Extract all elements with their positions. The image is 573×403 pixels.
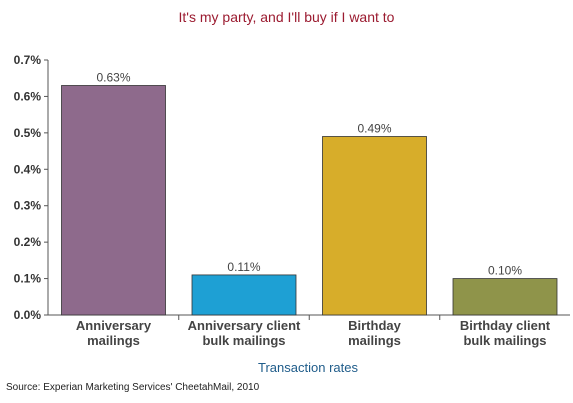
y-tick-label: 0.0% xyxy=(14,308,42,322)
source-note: Source: Experian Marketing Services' Che… xyxy=(6,382,260,393)
data-label: 0.11% xyxy=(227,260,260,274)
bar xyxy=(322,136,427,316)
y-tick-label: 0.6% xyxy=(14,89,42,103)
data-label: 0.10% xyxy=(488,264,522,278)
x-tick-label: Birthday client xyxy=(460,318,551,333)
x-tick-label: mailings xyxy=(348,333,401,348)
x-tick-label: Birthday xyxy=(348,318,402,333)
chart-title: It's my party, and I'll buy if I want to xyxy=(178,9,395,25)
bar xyxy=(452,278,558,316)
y-tick-label: 0.7% xyxy=(14,53,42,67)
y-tick-label: 0.3% xyxy=(14,199,42,213)
x-tick-label: Anniversary xyxy=(76,318,152,333)
y-tick-label: 0.1% xyxy=(14,272,42,286)
y-tick-label: 0.4% xyxy=(14,162,42,176)
data-label: 0.49% xyxy=(357,122,391,136)
bar xyxy=(61,85,166,316)
x-tick-label: mailings xyxy=(87,333,140,348)
y-tick-label: 0.5% xyxy=(14,126,42,140)
x-tick-label: bulk mailings xyxy=(202,333,285,348)
data-label: 0.63% xyxy=(96,71,130,85)
x-tick-label: bulk mailings xyxy=(463,333,546,348)
bar xyxy=(191,274,297,316)
x-axis-title: Transaction rates xyxy=(258,360,358,375)
x-tick-label: Anniversary client xyxy=(188,318,301,333)
y-tick-label: 0.2% xyxy=(14,235,42,249)
